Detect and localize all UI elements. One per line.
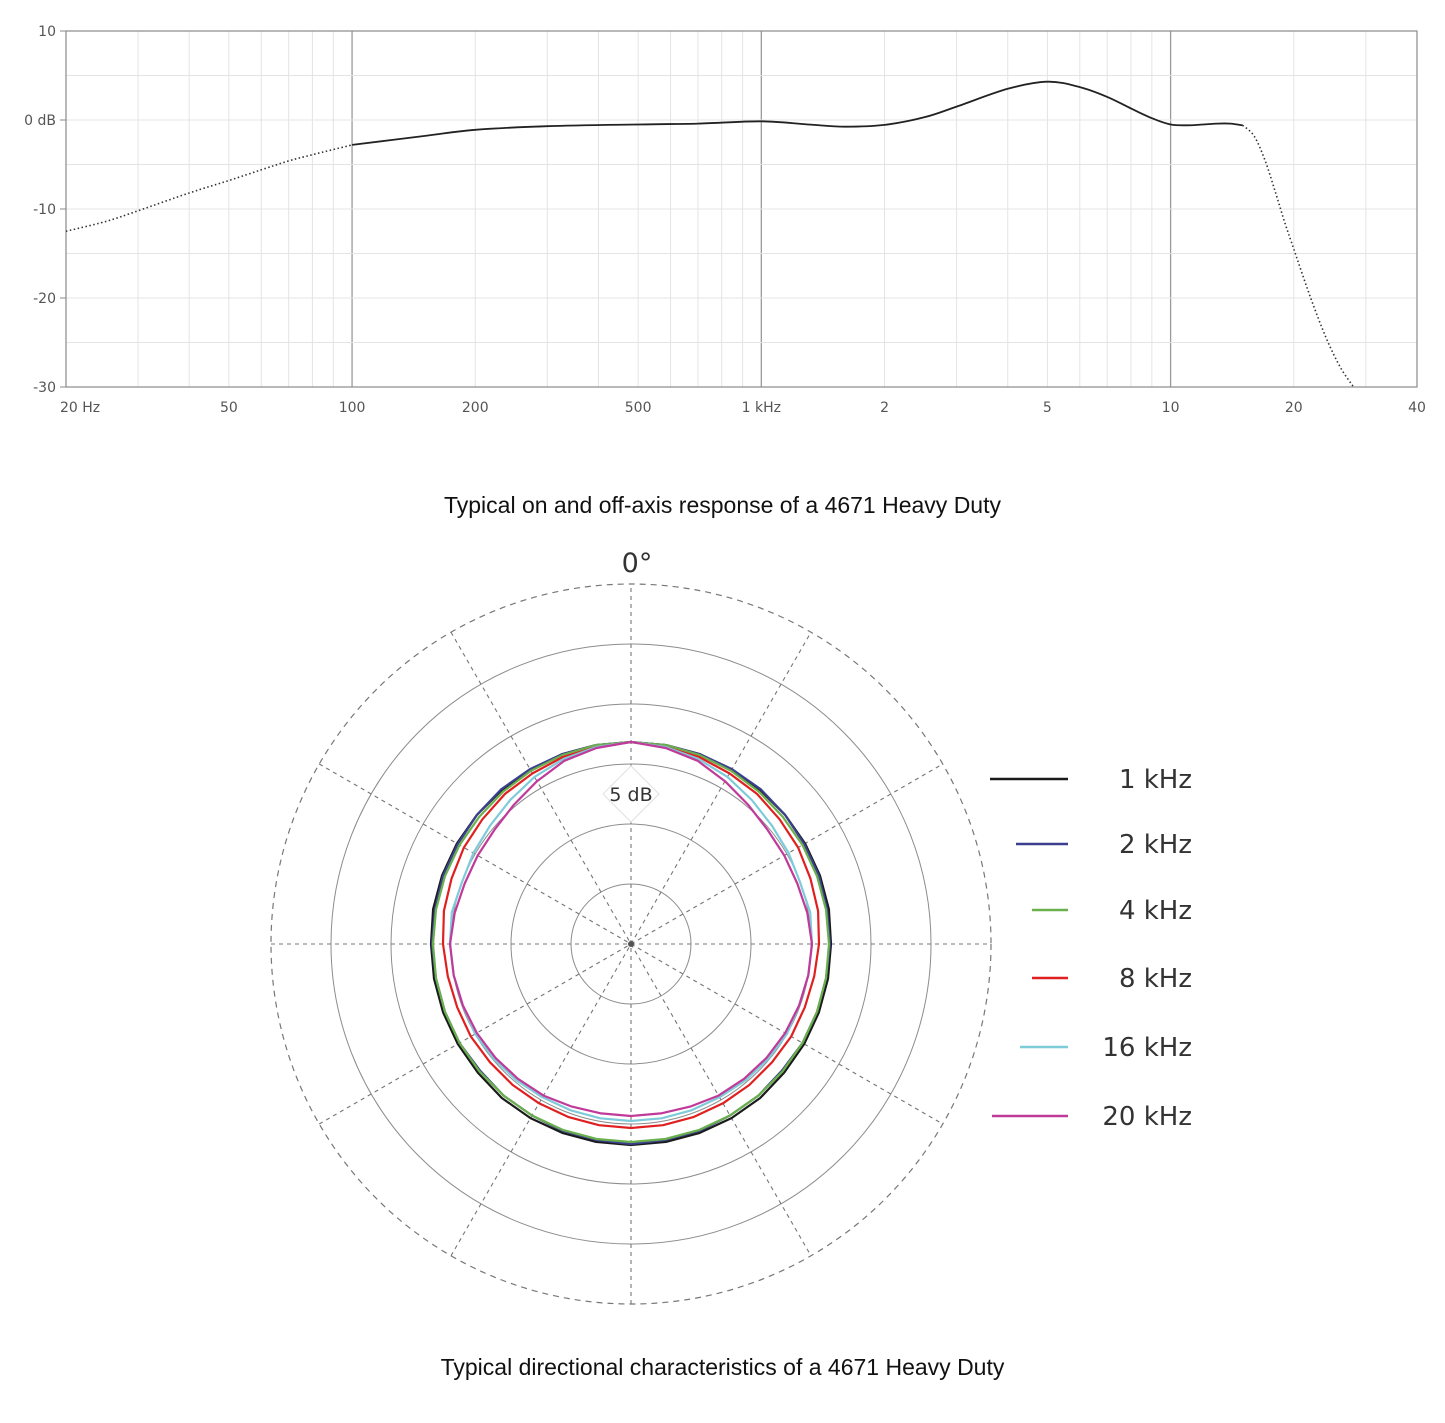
- polar-series-curve-3: [441, 740, 821, 1130]
- fr-ytick-label: -20: [33, 291, 56, 307]
- fr-series: [65, 80, 1355, 388]
- legend-label-4: 16 kHz: [1102, 1033, 1192, 1063]
- polar-series-curve-5: [448, 740, 814, 1118]
- fr-ytick-label: -30: [33, 380, 56, 396]
- fr-xtick-label: 10: [1162, 400, 1180, 416]
- polar-pattern-chart: 0° 5 dB 1 kHz 2 kHz 4 kHz 8 kHz 16 kHz 20 kHz: [270, 548, 1192, 1305]
- fr-xtick-label: 200: [462, 400, 489, 416]
- polar-center-dot: [628, 941, 634, 947]
- fr-ytick-label: -10: [33, 202, 56, 218]
- fr-ytick-label: 0 dB: [24, 113, 56, 129]
- polar-grid: [270, 583, 992, 1305]
- fr-series-line-2: [1242, 124, 1355, 388]
- fr-series-line-1: [351, 80, 1243, 146]
- polar-series-curve-4: [448, 740, 814, 1123]
- polar-zero-degree-label: 0°: [622, 548, 653, 579]
- fr-grid: [65, 30, 1418, 388]
- polar-ring-label: 5 dB: [609, 784, 652, 806]
- polar-labels: 0° 5 dB: [602, 548, 660, 823]
- legend-label-0: 1 kHz: [1119, 765, 1192, 795]
- fr-xtick-label: 100: [339, 400, 366, 416]
- polar-ring-label-bg: [602, 765, 660, 823]
- legend-label-5: 20 kHz: [1102, 1102, 1192, 1132]
- fr-xtick-label: 20 Hz: [60, 400, 100, 416]
- legend-label-1: 2 kHz: [1119, 830, 1192, 860]
- fr-ytick-label: 10: [38, 24, 56, 40]
- fr-xtick-label: 50: [220, 400, 238, 416]
- legend-label-2: 4 kHz: [1119, 896, 1192, 926]
- polar-legend: 1 kHz 2 kHz 4 kHz 8 kHz 16 kHz 20 kHz: [990, 765, 1192, 1132]
- fr-xtick-label: 40: [1408, 400, 1426, 416]
- legend-label-3: 8 kHz: [1119, 964, 1192, 994]
- fr-series-line-0: [65, 144, 353, 233]
- fr-xtick-label: 5: [1043, 400, 1052, 416]
- fr-xtick-label: 2: [880, 400, 889, 416]
- polar-series-curve-2: [431, 740, 831, 1144]
- polar-series-curve-1: [430, 740, 832, 1146]
- fr-xtick-label: 500: [625, 400, 652, 416]
- directional-caption: Typical directional characteristics of a…: [440, 1354, 1005, 1380]
- fr-xtick-label: 1 kHz: [742, 400, 781, 416]
- polar-series: [429, 740, 833, 1147]
- response-caption: Typical on and off-axis response of a 46…: [443, 492, 1001, 518]
- fr-xtick-label: 20: [1285, 400, 1303, 416]
